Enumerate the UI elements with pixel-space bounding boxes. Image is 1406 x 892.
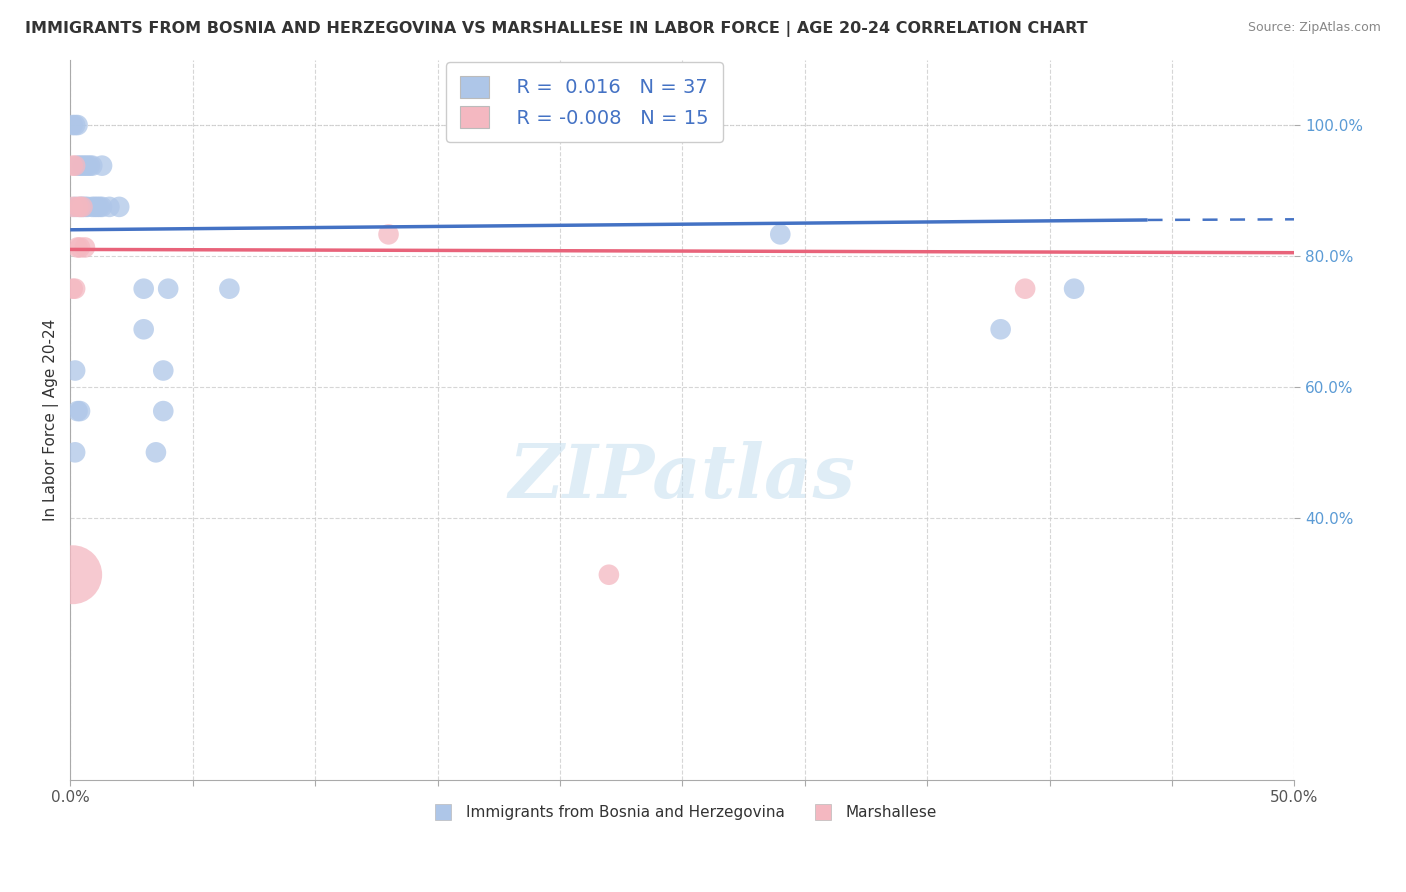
Point (990, 322, 1012, 336)
Point (79, 159, 101, 173)
Point (62, 567, 84, 582)
Point (83, 200, 105, 214)
Point (73, 159, 96, 173)
Point (63, 118, 86, 132)
Text: Source: ZipAtlas.com: Source: ZipAtlas.com (1247, 21, 1381, 34)
Point (769, 227, 792, 242)
Point (62, 282, 84, 296)
Point (62, 159, 84, 173)
Point (66, 404, 89, 418)
Point (76, 200, 98, 214)
Point (69, 200, 91, 214)
Point (76, 159, 98, 173)
Text: ZIPatlas: ZIPatlas (509, 441, 856, 514)
Point (62, 200, 84, 214)
Point (73, 200, 96, 214)
Point (89, 200, 111, 214)
Point (82, 200, 104, 214)
Point (82, 159, 104, 173)
Point (69, 404, 91, 418)
Point (157, 282, 180, 296)
Y-axis label: In Labor Force | Age 20-24: In Labor Force | Age 20-24 (44, 318, 59, 521)
Point (73, 240, 96, 254)
Point (145, 445, 167, 459)
Point (69, 159, 91, 173)
Point (132, 282, 155, 296)
Point (66, 159, 89, 173)
Point (66, 240, 89, 254)
Point (598, 567, 620, 582)
Point (86, 200, 108, 214)
Point (72, 200, 94, 214)
Point (69, 240, 91, 254)
Point (152, 404, 174, 418)
Point (66, 118, 89, 132)
Point (91, 159, 114, 173)
Point (66, 200, 89, 214)
Point (91, 200, 114, 214)
Point (72, 159, 94, 173)
Point (62, 118, 84, 132)
Point (218, 282, 240, 296)
Point (1014, 282, 1036, 296)
Point (63, 282, 86, 296)
Point (63, 363, 86, 377)
Point (69, 200, 91, 214)
Legend: Immigrants from Bosnia and Herzegovina, Marshallese: Immigrants from Bosnia and Herzegovina, … (422, 798, 943, 826)
Point (63, 159, 86, 173)
Point (98, 200, 121, 214)
Text: IMMIGRANTS FROM BOSNIA AND HERZEGOVINA VS MARSHALLESE IN LABOR FORCE | AGE 20-24: IMMIGRANTS FROM BOSNIA AND HERZEGOVINA V… (25, 21, 1088, 37)
Point (72, 200, 94, 214)
Point (63, 445, 86, 459)
Point (152, 363, 174, 377)
Point (63, 200, 86, 214)
Point (132, 322, 155, 336)
Point (1063, 282, 1085, 296)
Point (377, 227, 399, 242)
Point (108, 200, 131, 214)
